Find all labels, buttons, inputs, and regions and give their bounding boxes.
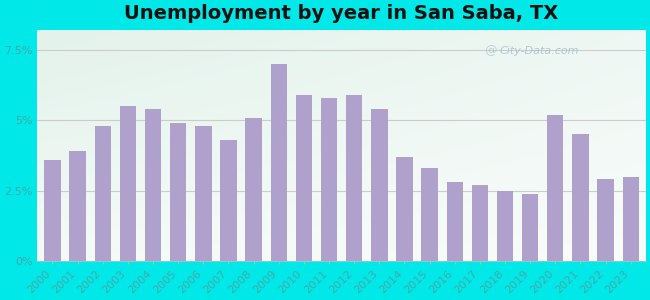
Bar: [447, 182, 463, 261]
Bar: [70, 151, 86, 261]
Bar: [195, 126, 211, 261]
Title: Unemployment by year in San Saba, TX: Unemployment by year in San Saba, TX: [125, 4, 559, 23]
Bar: [597, 179, 614, 261]
Bar: [396, 157, 413, 261]
Bar: [44, 160, 60, 261]
Bar: [321, 98, 337, 261]
Bar: [497, 191, 514, 261]
Bar: [371, 109, 387, 261]
Bar: [472, 185, 488, 261]
Bar: [547, 115, 564, 261]
Bar: [346, 95, 362, 261]
Bar: [246, 118, 262, 261]
Bar: [623, 177, 639, 261]
Text: City-Data.com: City-Data.com: [500, 46, 579, 56]
Bar: [95, 126, 111, 261]
Bar: [522, 194, 538, 261]
Bar: [145, 109, 161, 261]
Text: @: @: [485, 44, 497, 57]
Bar: [120, 106, 136, 261]
Bar: [270, 64, 287, 261]
Bar: [220, 140, 237, 261]
Bar: [572, 134, 589, 261]
Bar: [170, 123, 187, 261]
Bar: [421, 168, 438, 261]
Bar: [296, 95, 312, 261]
